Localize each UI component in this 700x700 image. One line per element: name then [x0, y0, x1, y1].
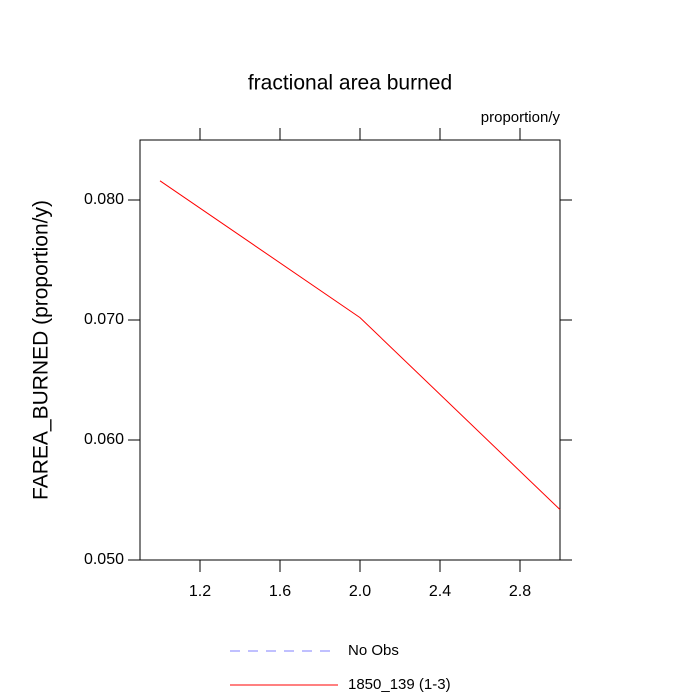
x-tick-label: 2.4 — [429, 583, 451, 600]
chart-title: fractional area burned — [248, 72, 452, 95]
units-label: proportion/y — [481, 109, 561, 126]
y-tick-label: 0.080 — [84, 191, 124, 208]
legend-label: 1850_139 (1-3) — [348, 676, 451, 693]
x-tick-label: 1.2 — [189, 583, 211, 600]
y-tick-label: 0.060 — [84, 431, 124, 448]
series-line — [159, 180, 561, 510]
plot-frame — [139, 139, 561, 561]
legend-label: No Obs — [348, 642, 399, 659]
x-tick-label: 2.8 — [509, 583, 531, 600]
y-tick-label: 0.050 — [84, 551, 124, 568]
y-tick-label: 0.070 — [84, 311, 124, 328]
x-tick-label: 2.0 — [349, 583, 371, 600]
y-axis-label: FAREA_BURNED (proportion/y) — [30, 200, 53, 500]
x-tick-label: 1.6 — [269, 583, 291, 600]
